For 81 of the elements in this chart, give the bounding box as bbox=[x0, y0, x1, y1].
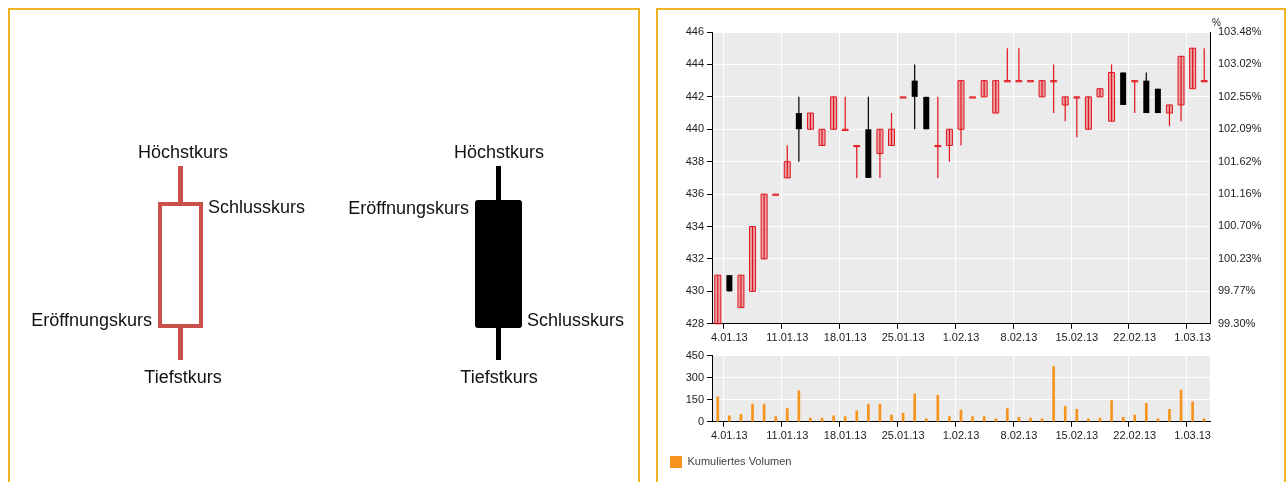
x-tick-label: 4.01.13 bbox=[711, 429, 748, 442]
legend-label: Kumuliertes Volumen bbox=[687, 455, 792, 468]
text: Höchstkurs bbox=[137, 142, 229, 162]
bar bbox=[1052, 366, 1055, 422]
y2-tick-label: 100.70% bbox=[1218, 219, 1262, 232]
x-tick-label: 22.02.13 bbox=[1113, 331, 1157, 344]
x-tick-label: 8.02.13 bbox=[1000, 429, 1038, 442]
x-tick-label: 15.02.13 bbox=[1055, 429, 1099, 442]
bar bbox=[1110, 400, 1113, 422]
y-tick-label: 300 bbox=[685, 370, 704, 383]
y2-tick-label: 101.62% bbox=[1218, 154, 1262, 167]
bar bbox=[751, 403, 754, 422]
x-tick-label: 15.02.13 bbox=[1055, 331, 1099, 344]
candlestick bbox=[1084, 96, 1092, 130]
y2-tick-label: 101.16% bbox=[1218, 186, 1262, 199]
y2-tick-label: 99.77% bbox=[1218, 284, 1256, 297]
candlestick bbox=[911, 63, 918, 130]
x-tick-label: 1.03.13 bbox=[1174, 331, 1211, 344]
x-tick-label: 18.01.13 bbox=[823, 429, 867, 442]
text: Tiefstkurs bbox=[460, 367, 538, 387]
text: Eröffnungskurs bbox=[31, 310, 152, 330]
bar bbox=[1133, 414, 1137, 422]
bar bbox=[785, 408, 789, 422]
bar bbox=[971, 416, 974, 422]
candlestick bbox=[830, 96, 838, 130]
y2-tick-label: 102.55% bbox=[1218, 89, 1262, 102]
y-tick-label: 442 bbox=[685, 89, 704, 102]
y-tick-label: 0 bbox=[697, 414, 704, 427]
bar bbox=[832, 415, 835, 422]
text: Schlusskurs bbox=[208, 197, 306, 217]
y-tick-label: 150 bbox=[685, 392, 704, 405]
bar bbox=[728, 415, 731, 422]
bar bbox=[1168, 408, 1171, 422]
bar bbox=[843, 416, 847, 422]
y-tick-label: 428 bbox=[685, 316, 704, 329]
bar bbox=[809, 417, 812, 422]
bar bbox=[948, 416, 951, 422]
bar bbox=[913, 393, 916, 422]
bar bbox=[1075, 408, 1079, 422]
text: Schlusskurs bbox=[527, 310, 625, 330]
y2-tick-label: 103.48% bbox=[1218, 25, 1262, 38]
y-tick-label: 436 bbox=[685, 187, 704, 200]
y2-tick-label: 100.23% bbox=[1218, 251, 1262, 264]
x-tick-label: 11.01.13 bbox=[766, 331, 809, 344]
text: Tiefstkurs bbox=[144, 367, 222, 387]
x-tick-label: 25.01.13 bbox=[881, 331, 925, 344]
bar bbox=[1191, 401, 1194, 422]
x-tick-label: 22.02.13 bbox=[1113, 429, 1157, 442]
x-tick-label: 8.02.13 bbox=[1000, 331, 1038, 344]
y-tick-label: 430 bbox=[685, 284, 704, 297]
bar bbox=[1029, 417, 1032, 422]
y2-axis-title: % bbox=[1212, 16, 1221, 28]
bar bbox=[1144, 403, 1148, 422]
x-tick-label: 11.01.13 bbox=[766, 429, 809, 442]
y-tick-label: 444 bbox=[685, 57, 704, 70]
y2-tick-label: 99.30% bbox=[1218, 316, 1256, 329]
x-tick-label: 18.01.13 bbox=[823, 331, 867, 344]
y2-tick-label: 103.02% bbox=[1218, 57, 1262, 70]
bar bbox=[1063, 406, 1067, 422]
text: Eröffnungskurs bbox=[348, 198, 469, 218]
y-tick-label: 432 bbox=[685, 251, 704, 264]
x-tick-label: 1.02.13 bbox=[942, 331, 980, 344]
y-tick-label: 438 bbox=[685, 154, 704, 167]
bar bbox=[716, 396, 720, 422]
y-tick-label: 446 bbox=[685, 25, 704, 38]
y-tick-label: 450 bbox=[685, 348, 704, 361]
x-tick-label: 1.02.13 bbox=[942, 429, 980, 442]
bar bbox=[1006, 408, 1009, 422]
candlestick bbox=[795, 96, 802, 163]
bar bbox=[855, 410, 859, 422]
bar bbox=[774, 416, 778, 422]
x-tick-label: 1.03.13 bbox=[1174, 429, 1211, 442]
text: Höchstkurs bbox=[453, 142, 545, 162]
y-tick-label: 434 bbox=[685, 219, 704, 232]
x-tick-label: 25.01.13 bbox=[881, 429, 925, 442]
bar bbox=[867, 403, 870, 422]
bar bbox=[890, 414, 893, 422]
candlestick bbox=[992, 80, 1000, 114]
y2-tick-label: 102.09% bbox=[1218, 122, 1262, 135]
y-tick-label: 440 bbox=[685, 122, 704, 135]
x-tick-label: 4.01.13 bbox=[711, 331, 748, 344]
